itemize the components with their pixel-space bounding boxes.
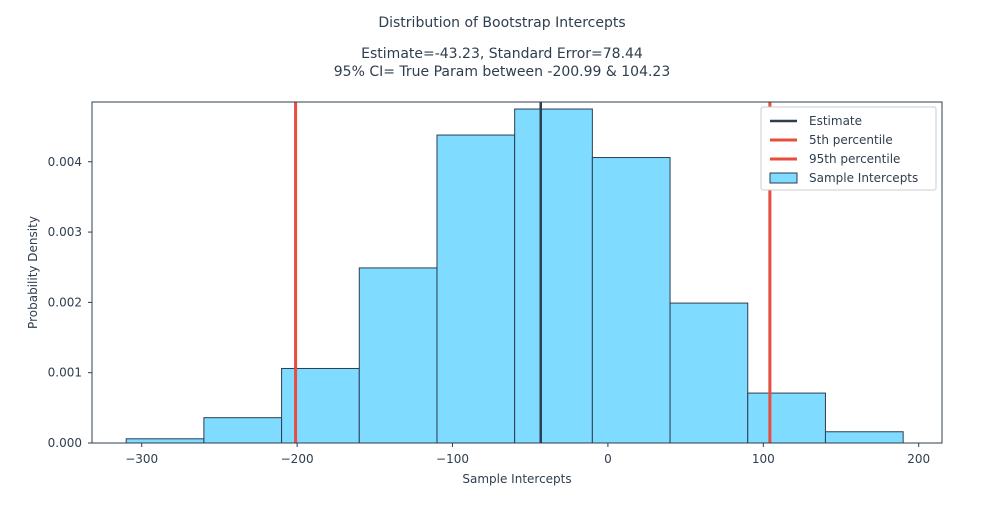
legend-label: 5th percentile [809,133,893,147]
histogram-bar-5 [514,108,593,444]
legend-label: Sample Intercepts [809,171,918,185]
legend: Estimate 5th percentile 95th percentile Sa… [760,106,937,191]
x-tick-label: 100 [752,452,775,466]
y-tick-label: 0.001 [48,366,82,380]
legend-label: Estimate [809,114,862,128]
histogram-bar-4 [436,134,516,444]
histogram-bar-7 [669,302,749,444]
histogram-bar-0 [125,438,205,444]
x-axis-ticks: −300 −200 −100 0 100 200 [125,443,930,466]
chart-subtitle-line-2: 95% CI= True Param between -200.99 & 104… [333,64,671,80]
histogram-bar-8 [747,392,826,444]
legend-label: 95th percentile [809,152,900,166]
x-tick-label: −300 [125,452,158,466]
y-tick-label: 0.003 [48,225,82,239]
y-tick-label: 0.000 [48,436,82,450]
y-tick-label: 0.002 [48,295,82,309]
chart-subtitle-line-1: Estimate=-43.23, Standard Error=78.44 [361,46,643,62]
histogram-bar-3 [358,267,438,444]
y-axis-label: Probability Density [26,216,40,329]
histogram-bar-9 [824,431,904,444]
chart-title: Distribution of Bootstrap Intercepts [378,15,626,31]
x-tick-label: −100 [436,452,469,466]
x-axis-label: Sample Intercepts [462,472,571,486]
histogram-bar-1 [203,417,283,444]
y-axis-ticks: 0.000 0.001 0.002 0.003 0.004 [48,155,92,450]
x-tick-label: 0 [604,452,612,466]
legend-box [760,106,937,191]
plot-frame [91,101,943,444]
y-tick-label: 0.004 [48,155,82,169]
histogram-bar-2 [281,367,360,444]
histogram-bar-6 [591,157,671,444]
x-tick-label: −200 [281,452,314,466]
legend-swatch [769,172,798,184]
x-tick-label: 200 [907,452,930,466]
